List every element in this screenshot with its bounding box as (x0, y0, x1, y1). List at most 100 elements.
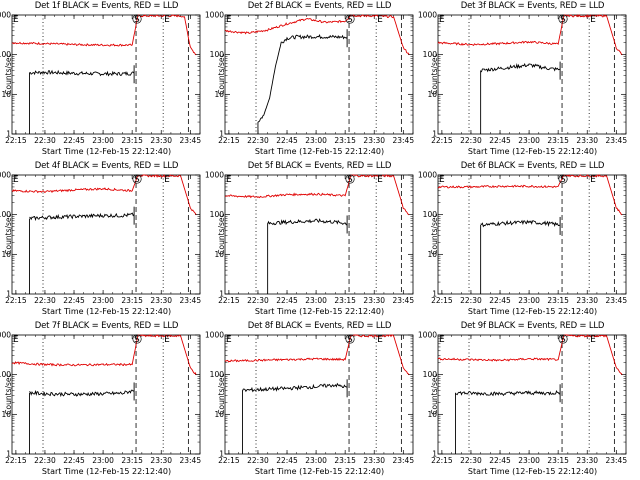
axes-frame (11, 174, 201, 295)
y-tick-label: 10 (214, 250, 224, 259)
y-tick-label: 10 (1, 410, 11, 419)
x-tick-label: 23:30 (576, 296, 598, 305)
y-tick-label: 10 (214, 410, 224, 419)
x-tick-label: 23:45 (605, 136, 627, 145)
marker-circle (558, 334, 568, 344)
x-axis-label: Start Time (12-Feb-15 22:12:40) (254, 467, 385, 476)
y-tick-label: 10 (427, 250, 437, 259)
marker-label: E (226, 15, 232, 25)
events-series-line (480, 62, 561, 73)
y-tick-label: 100 (423, 370, 438, 379)
x-tick-label: 22:45 (63, 456, 85, 465)
x-tick-label: 23:30 (363, 136, 385, 145)
events-series-line (267, 218, 348, 226)
x-tick-label: 23:45 (392, 296, 414, 305)
lld-series-line (438, 334, 623, 375)
plot-area: 1 10 100 1000 22:15 22:30 22:45 23:00 23:15 23:30… (418, 171, 627, 306)
x-tick-label: 23:00 (92, 296, 114, 305)
detector-panel: Det 2f BLACK = Events, RED = LLD Counts/s… (205, 0, 426, 160)
x-tick-label: 23:15 (334, 296, 356, 305)
marker-label: E (439, 335, 445, 345)
y-tick-label: 1000 (418, 11, 437, 20)
marker-circle (132, 14, 142, 24)
y-tick-label: 100 (423, 50, 438, 59)
y-tick-label: 1000 (418, 171, 437, 180)
y-tick-label: 10 (1, 250, 11, 259)
x-tick-label: 22:15 (218, 456, 240, 465)
marker-label: E (226, 175, 232, 185)
detector-panel: Det 9f BLACK = Events, RED = LLD Counts/s… (418, 320, 639, 480)
axes-frame (224, 334, 414, 455)
x-tick-label: 22:45 (276, 136, 298, 145)
marker-circle (558, 174, 568, 184)
x-tick-label: 22:15 (431, 136, 453, 145)
x-tick-label: 23:45 (605, 456, 627, 465)
marker-label: E (13, 15, 19, 25)
y-tick-label: 1000 (418, 331, 437, 340)
y-tick-label: 1 (6, 290, 11, 299)
x-tick-label: 22:30 (34, 136, 56, 145)
y-tick-label: 1 (219, 130, 224, 139)
marker-label: S (347, 175, 353, 185)
x-tick-label: 22:45 (489, 296, 511, 305)
panel-title: Det 8f BLACK = Events, RED = LLD (247, 321, 392, 331)
plot-area: 1 10 100 1000 22:15 22:30 22:45 23:00 23:15 23:30… (418, 11, 627, 146)
y-tick-label: 100 (0, 370, 11, 379)
x-tick-label: 22:45 (63, 296, 85, 305)
x-tick-label: 23:30 (150, 296, 172, 305)
y-tick-label: 1 (432, 290, 437, 299)
y-tick-label: 10 (427, 90, 437, 99)
lld-series-line (11, 334, 197, 375)
marker-label: E (439, 175, 445, 185)
panel-title: Det 6f BLACK = Events, RED = LLD (460, 161, 605, 171)
axes-frame (437, 334, 627, 455)
x-tick-label: 23:00 (305, 456, 327, 465)
x-tick-label: 23:15 (334, 456, 356, 465)
marker-circle (132, 174, 142, 184)
x-tick-label: 23:15 (547, 296, 569, 305)
plot-area: 1 10 100 1000 22:15 22:30 22:45 23:00 23:15 23:30… (205, 171, 414, 306)
y-tick-label: 1 (6, 130, 11, 139)
plot-area: 1 10 100 1000 22:15 22:30 22:45 23:00 23:15 23:30… (0, 171, 201, 306)
x-tick-label: 23:15 (121, 456, 143, 465)
detector-panel: Det 7f BLACK = Events, RED = LLD Counts/s… (0, 320, 213, 480)
x-tick-label: 22:30 (247, 136, 269, 145)
panel-title: Det 3f BLACK = Events, RED = LLD (460, 1, 605, 11)
x-tick-label: 22:15 (431, 456, 453, 465)
panel-title: Det 5f BLACK = Events, RED = LLD (247, 161, 392, 171)
detector-panel: Det 6f BLACK = Events, RED = LLD Counts/s… (418, 160, 639, 320)
x-tick-label: 23:00 (92, 456, 114, 465)
plot-area: 1 10 100 1000 22:15 22:30 22:45 23:00 23:15 23:30… (0, 11, 201, 146)
x-tick-label: 23:30 (576, 136, 598, 145)
x-tick-label: 23:15 (547, 136, 569, 145)
y-tick-label: 1000 (205, 11, 224, 20)
y-tick-label: 1 (6, 450, 11, 459)
marker-label: E (590, 175, 596, 185)
x-tick-label: 22:15 (218, 136, 240, 145)
marker-label: E (377, 335, 383, 345)
x-tick-label: 23:15 (121, 136, 143, 145)
marker-label: E (590, 15, 596, 25)
lld-series-line (224, 334, 410, 376)
x-tick-label: 22:15 (5, 136, 27, 145)
marker-circle (345, 334, 355, 344)
x-tick-label: 22:30 (460, 456, 482, 465)
x-tick-label: 23:30 (150, 456, 172, 465)
detector-panel: Det 5f BLACK = Events, RED = LLD Counts/s… (205, 160, 426, 320)
marker-circle (558, 14, 568, 24)
axes-frame (437, 14, 627, 135)
panel-title: Det 2f BLACK = Events, RED = LLD (247, 1, 392, 11)
y-tick-label: 1000 (0, 11, 11, 20)
marker-label: E (377, 15, 383, 25)
lld-series-line (224, 14, 410, 55)
y-tick-label: 10 (214, 90, 224, 99)
x-tick-label: 23:30 (363, 456, 385, 465)
lld-series-line (437, 14, 623, 56)
lld-series-line (11, 174, 197, 215)
y-tick-label: 1000 (205, 331, 224, 340)
marker-label: S (134, 335, 140, 345)
y-tick-label: 1 (432, 130, 437, 139)
x-axis-label: Start Time (12-Feb-15 22:12:40) (467, 467, 598, 476)
axes-frame (11, 14, 201, 135)
